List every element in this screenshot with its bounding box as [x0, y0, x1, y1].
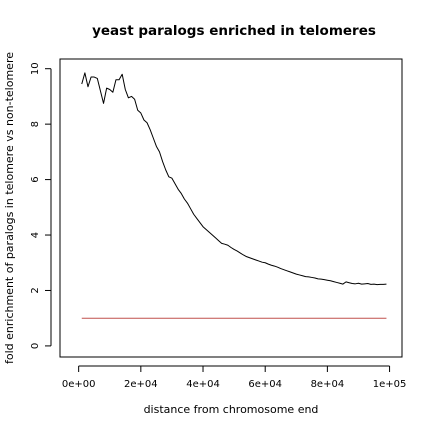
chart-title: yeast paralogs enriched in telomeres [92, 23, 376, 39]
series-layer [81, 72, 387, 319]
y-tick-label: 0 [30, 343, 41, 349]
y-tick-label: 10 [30, 62, 41, 75]
x-tick-label: 4e+04 [186, 379, 220, 390]
y-axis-label: fold enrichment of paralogs in telomere … [3, 52, 16, 364]
y-tick-label: 2 [30, 287, 41, 293]
series-line-0 [81, 72, 387, 286]
y-axis: 0 2 4 6 8 10 [30, 62, 52, 349]
x-tick-label: 8e+04 [311, 379, 345, 390]
x-tick-label: 2e+04 [124, 379, 158, 390]
y-tick-label: 6 [30, 176, 41, 182]
x-axis: 0e+00 2e+04 4e+04 6e+04 8e+04 1e+05 [62, 365, 407, 390]
x-tick-label: 1e+05 [373, 379, 407, 390]
x-tick-label: 6e+04 [248, 379, 282, 390]
x-axis-label: distance from chromosome end [144, 403, 319, 416]
plot-frame [59, 58, 403, 358]
x-tick-label: 0e+00 [62, 379, 96, 390]
y-tick-label: 8 [30, 121, 41, 127]
y-tick-label: 4 [30, 232, 41, 238]
